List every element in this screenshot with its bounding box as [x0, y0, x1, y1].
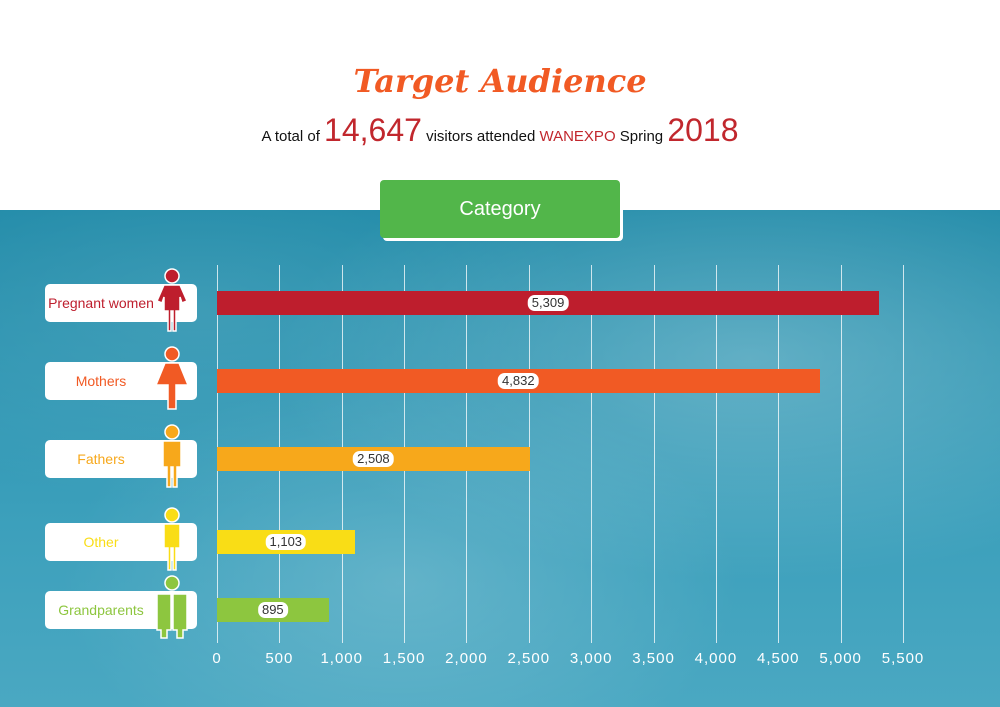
x-tick-label: 4,000	[694, 650, 738, 667]
bar: 4,832	[217, 369, 820, 393]
x-tick-label: 3,500	[632, 650, 675, 667]
subtitle-prefix: A total of	[261, 128, 320, 145]
x-tick-label: 500	[265, 650, 294, 667]
bar: 1,103	[217, 530, 355, 554]
bar: 2,508	[217, 447, 530, 471]
x-tick-label: 2,000	[445, 650, 488, 667]
father-icon	[152, 423, 192, 489]
brand-name: WANEXPO	[539, 128, 616, 145]
gridline	[778, 265, 780, 643]
category-button[interactable]: Category	[380, 180, 620, 238]
x-tick-label: 5,000	[819, 650, 862, 667]
total-visitors: 14,647	[324, 112, 422, 148]
pregnant-woman-icon	[152, 267, 192, 333]
x-tick-label: 0	[212, 650, 222, 667]
x-tick-label: 5,500	[881, 650, 925, 667]
other-person-icon	[152, 506, 192, 572]
x-tick-label: 1,000	[320, 650, 363, 667]
bar-value-label: 5,309	[527, 295, 569, 311]
x-tick-label: 1,500	[382, 650, 426, 667]
bar: 895	[217, 598, 329, 622]
x-tick-label: 2,500	[507, 650, 551, 667]
subtitle: A total of 14,647 visitors attended WANE…	[0, 112, 1000, 149]
subtitle-season: Spring	[619, 128, 664, 145]
bar-value-label: 4,832	[498, 373, 539, 389]
mother-icon	[152, 345, 192, 411]
bar-value-label: 895	[257, 602, 288, 618]
gridline	[653, 265, 655, 643]
x-tick-label: 3,000	[569, 650, 613, 667]
grandparents-icon	[152, 574, 192, 640]
gridline	[903, 265, 904, 643]
bar-value-label: 1,103	[265, 534, 307, 550]
gridline	[840, 265, 842, 643]
subtitle-middle: visitors attended	[426, 128, 536, 145]
year: 2018	[667, 112, 739, 148]
bar-value-label: 2,508	[353, 451, 394, 467]
x-tick-label: 4,500	[756, 650, 800, 667]
page-title: Target Audience	[353, 62, 647, 100]
gridline	[591, 265, 593, 643]
gridline	[715, 265, 717, 643]
bar: 5,309	[217, 291, 880, 315]
